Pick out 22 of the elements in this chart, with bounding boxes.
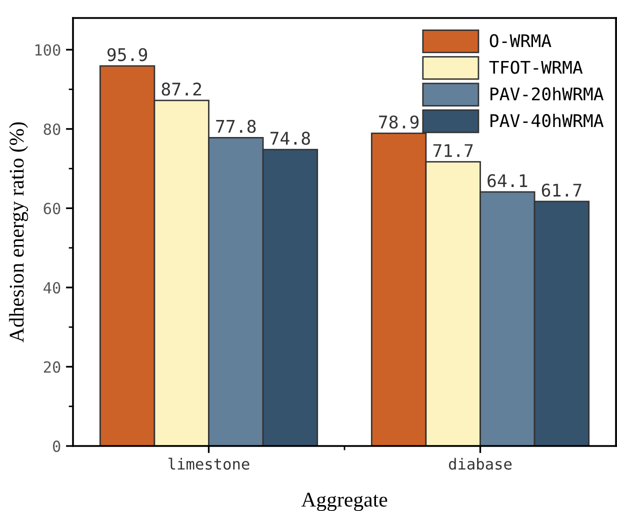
y-tick-label: 40 (44, 282, 60, 294)
data-label: 61.7 (542, 184, 582, 197)
y-tick-label: 100 (35, 44, 60, 56)
data-label: 78.9 (379, 115, 419, 129)
y-tick-label: 20 (44, 361, 60, 373)
data-label: 87.2 (162, 82, 202, 96)
y-axis-title: Adhesion energy ratio (%) (9, 122, 28, 342)
legend-label: PAV-20hWRMA (490, 87, 604, 101)
data-label: 64.1 (488, 174, 528, 188)
x-axis-title: Aggregate (301, 492, 388, 511)
x-tick-label: limestone (168, 458, 250, 470)
y-tick-label: 60 (44, 202, 60, 214)
y-tick-label: 0 (52, 440, 60, 452)
legend-label: O-WRMA (490, 34, 552, 48)
legend-label: TFOT-WRMA (489, 60, 583, 74)
y-tick-label: 80 (44, 123, 60, 136)
x-tick-label: diabase (448, 458, 512, 470)
data-label: 77.8 (216, 120, 256, 133)
data-label: 74.8 (270, 132, 310, 145)
legend-label: PAV-40hWRMA (490, 114, 604, 128)
data-label: 71.7 (433, 144, 473, 157)
data-label: 95.9 (107, 48, 148, 62)
